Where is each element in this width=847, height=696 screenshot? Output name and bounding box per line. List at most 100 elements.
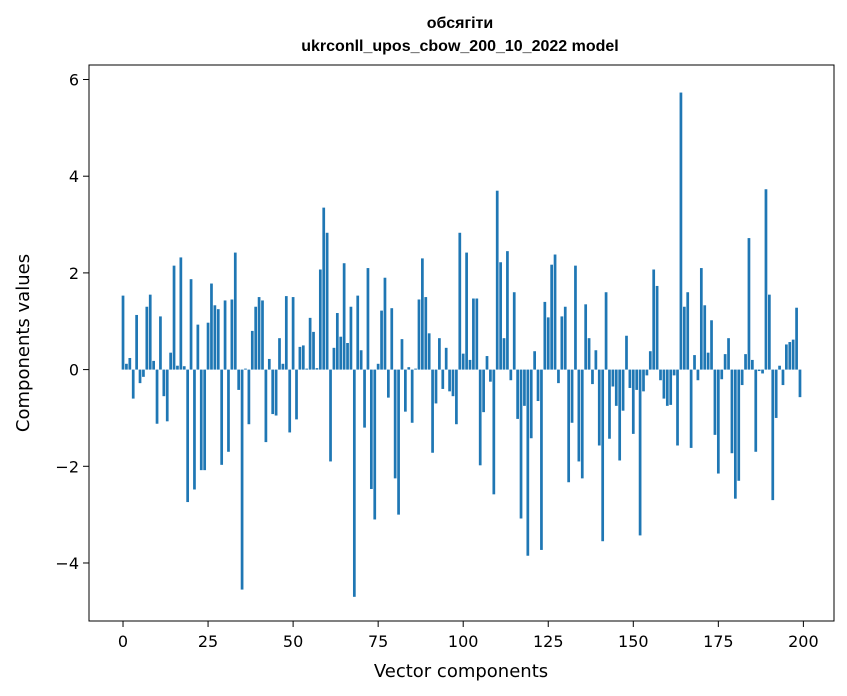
bar-61 [329,369,332,462]
bar-75 [376,363,380,370]
bar-55 [308,317,312,370]
bar-135 [580,369,584,479]
bar-86 [414,368,417,370]
bar-95 [444,347,448,370]
chart-title-line-2: ukrconll_upos_cbow_200_10_2022 model [301,38,618,55]
bar-186 [754,369,758,452]
bar-24 [203,369,207,471]
bar-187 [757,369,761,372]
bar-191 [771,369,775,501]
bar-175 [716,369,720,474]
bar-182 [740,369,744,386]
bar-192 [774,369,778,418]
bar-49 [288,369,292,433]
bar-78 [387,369,390,398]
bar-4 [135,314,138,370]
bar-151 [635,369,639,390]
bar-193 [778,365,781,370]
bar-54 [305,368,309,370]
bar-53 [301,345,305,370]
bar-124 [543,301,547,370]
bar-80 [393,369,397,479]
bar-110 [495,190,499,370]
bar-137 [587,338,591,370]
bar-176 [720,369,724,380]
bar-72 [366,268,370,370]
y-axis-ticks: −4 −2 0 2 4 6 [55,71,89,573]
y-axis-label: Components values [13,254,34,432]
bar-111 [499,262,502,370]
bar-69 [356,295,360,370]
bar-6 [142,369,145,377]
bar-14 [169,352,172,370]
bar-154 [645,369,649,376]
bar-73 [369,369,373,490]
bar-42 [264,369,268,443]
bar-29 [220,369,224,465]
bar-169 [696,369,700,381]
bar-79 [390,308,394,370]
bar-82 [400,339,404,370]
x-tick-label: 50 [283,632,303,651]
bar-57 [315,368,319,370]
bar-62 [332,347,336,370]
bar-168 [693,355,696,370]
bar-114 [509,369,513,381]
bar-116 [516,369,519,419]
x-tick-label: 75 [368,632,388,651]
bar-149 [628,369,632,388]
bar-30 [223,300,227,370]
bar-28 [216,309,220,370]
bar-144 [611,369,615,387]
bar-11 [159,316,162,370]
bar-7 [145,306,149,370]
bar-50 [291,297,295,370]
x-tick-label: 0 [118,632,128,651]
bar-195 [785,344,788,370]
y-tick-label: 2 [69,264,79,283]
bar-89 [424,297,428,370]
bar-172 [706,352,710,370]
bar-185 [751,359,754,370]
bar-156 [652,269,656,370]
chart-title-line-1: обсягіти [427,15,493,32]
bar-90 [427,333,431,370]
bar-108 [489,369,492,382]
bar-71 [363,369,366,428]
bar-23 [199,369,203,471]
bar-40 [257,297,261,370]
bar-125 [546,317,550,370]
bar-165 [682,306,686,370]
bar-70 [359,350,363,370]
bar-17 [179,257,183,370]
bar-190 [768,294,771,370]
bar-103 [472,298,475,370]
bar-153 [642,369,645,392]
bar-134 [577,369,581,462]
bar-188 [761,369,764,374]
bar-47 [281,363,285,370]
bar-104 [475,298,479,370]
bar-143 [608,369,611,439]
bar-101 [465,252,468,370]
bar-22 [196,324,200,370]
bar-27 [213,305,217,370]
bar-38 [250,330,254,370]
x-tick-label: 25 [198,632,218,651]
bar-20 [189,279,193,370]
bar-100 [461,353,465,370]
bar-179 [730,369,734,454]
bar-96 [448,369,451,392]
bar-76 [380,310,383,370]
y-tick-label: −4 [55,554,79,573]
bar-147 [621,369,625,411]
bar-184 [747,238,751,370]
bar-16 [176,365,179,370]
bar-8 [148,294,152,370]
bar-105 [478,369,482,466]
bar-198 [795,307,798,370]
bar-152 [638,369,642,536]
bar-139 [594,350,598,370]
bar-119 [526,369,530,556]
bar-97 [451,369,455,397]
